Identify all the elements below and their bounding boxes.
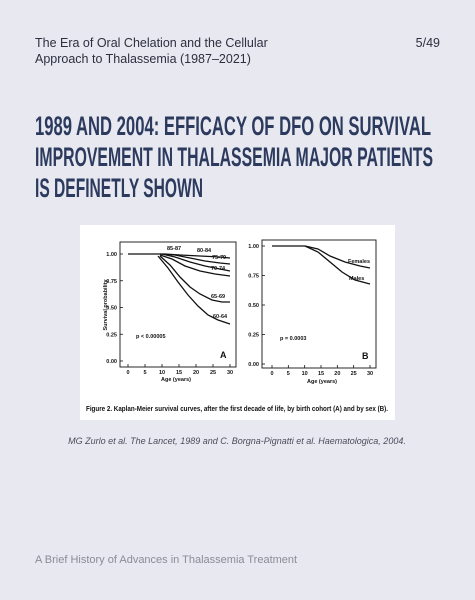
page-number: 5/49 (416, 36, 440, 50)
panel-frame (261, 239, 377, 369)
curve-label: 80-84 (197, 248, 212, 254)
p-value: p = 0.0003 (280, 336, 306, 342)
citation: MG Zurlo et al. The Lancet, 1989 and C. … (68, 436, 406, 446)
curve-label: 75-79 (212, 255, 226, 261)
survival-curve (159, 254, 231, 277)
figure-background (80, 225, 395, 420)
panel-letter: A (220, 350, 227, 360)
title-line: 1989 AND 2004: EFFICACY OF DFO ON SURVIV… (35, 111, 431, 141)
title-line: IS DEFINETLY SHOWN (35, 173, 203, 203)
x-tick-label: 30 (227, 370, 233, 376)
x-tick-label: 30 (367, 371, 373, 377)
curve-label: 70-74 (211, 266, 226, 272)
y-tick-label: 1.00 (106, 252, 117, 258)
curve-label: 60-64 (213, 314, 228, 320)
x-tick-label: 5 (287, 371, 290, 377)
y-tick-label: 0.75 (248, 274, 259, 280)
x-tick-label: 15 (176, 370, 182, 376)
header-line: Approach to Thalassemia (1987–2021) (35, 52, 251, 66)
x-axis-label: Age (years) (161, 377, 191, 383)
p-value: p < 0.00005 (136, 334, 166, 340)
y-tick-label: 0.25 (248, 333, 259, 339)
survival-curve (159, 253, 231, 265)
x-tick-label: 25 (210, 370, 216, 376)
figure-caption: Figure 2. Kaplan-Meier survival curves, … (86, 404, 388, 413)
y-tick-label: 0.50 (248, 303, 259, 309)
y-axis-label: Survival probability (103, 279, 109, 331)
panel-letter: B (362, 351, 369, 361)
survival-curve (159, 255, 230, 303)
x-tick-label: 20 (193, 370, 199, 376)
y-tick-label: 0.25 (106, 332, 117, 338)
x-tick-label: 10 (302, 371, 308, 377)
survival-curve (157, 255, 231, 325)
survival-curve (128, 253, 231, 259)
x-tick-label: 25 (351, 371, 357, 377)
survival-curve (304, 245, 371, 285)
x-tick-label: 20 (334, 371, 340, 377)
x-tick-label: 0 (270, 371, 273, 377)
curve-label: 85-87 (167, 246, 181, 252)
x-tick-label: 5 (143, 370, 146, 376)
x-axis-label: Age (years) (307, 379, 337, 385)
curve-label: Males (349, 276, 364, 282)
x-tick-label: 10 (159, 370, 165, 376)
y-tick-label: 0.00 (106, 359, 117, 365)
header-line: The Era of Oral Chelation and the Cellul… (35, 36, 268, 50)
title-line: IMPROVEMENT IN THALASSEMIA MAJOR PATIENT… (35, 142, 433, 172)
y-tick-label: 1.00 (248, 244, 259, 250)
footer: A Brief History of Advances in Thalassem… (35, 554, 297, 566)
survival-curve (161, 253, 231, 272)
x-tick-label: 0 (126, 370, 129, 376)
figure: Survival probability Age (years) Age (ye… (80, 225, 395, 420)
curve-label: Females (348, 259, 370, 265)
y-tick-label: 0.00 (248, 362, 259, 368)
curve-label: 65-69 (211, 294, 225, 300)
x-tick-label: 15 (318, 371, 324, 377)
panel-frame (119, 241, 237, 368)
y-tick-label: 0.50 (106, 306, 117, 312)
y-tick-label: 0.75 (106, 279, 117, 285)
